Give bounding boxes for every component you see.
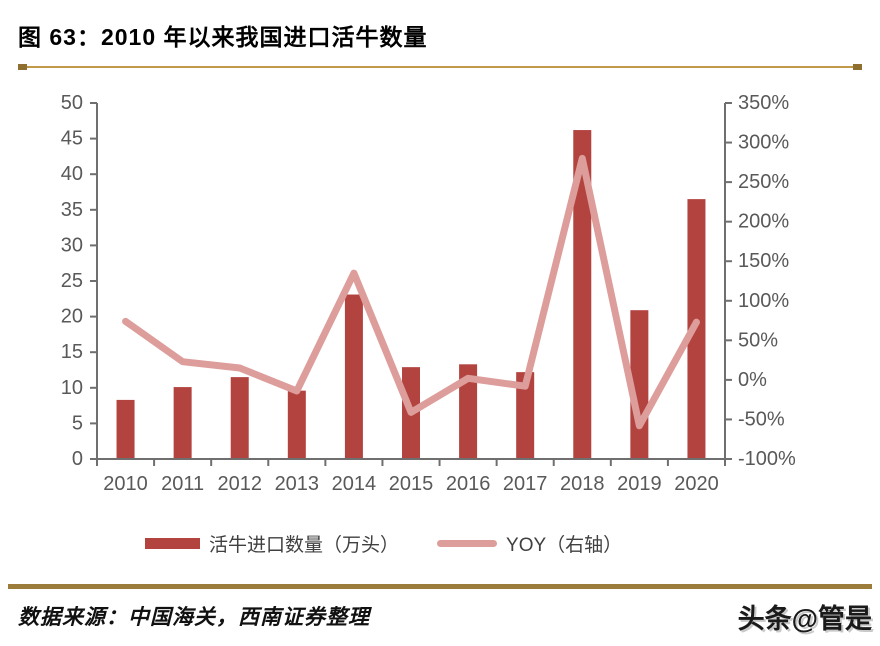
svg-text:2015: 2015	[389, 473, 434, 495]
svg-text:2018: 2018	[560, 473, 605, 495]
svg-text:45: 45	[61, 128, 83, 150]
bar-series-label: 活牛进口数量（万头）	[209, 534, 400, 556]
svg-text:2013: 2013	[275, 473, 320, 495]
svg-text:40: 40	[61, 163, 83, 185]
title-divider	[18, 64, 862, 70]
svg-text:350%: 350%	[738, 92, 789, 114]
svg-text:-100%: -100%	[738, 448, 796, 470]
footer-divider	[8, 584, 872, 589]
svg-text:2017: 2017	[503, 473, 548, 495]
line-series-label: YOY（右轴）	[506, 534, 623, 556]
data-source-note: 数据来源：中国海关，西南证券整理	[18, 604, 370, 629]
cattle-import-chart: 0 5 10 15 20 25 30 35 40 45 50 -100% -50% 0% 50% 100% 15…	[61, 92, 796, 495]
svg-text:50: 50	[61, 92, 83, 114]
chart-legend: 活牛进口数量（万头） YOY（右轴）	[145, 532, 623, 556]
svg-text:2016: 2016	[446, 473, 491, 495]
svg-text:2011: 2011	[161, 473, 204, 495]
svg-text:200%: 200%	[738, 211, 789, 233]
svg-text:300%: 300%	[738, 132, 789, 154]
svg-text:20: 20	[61, 306, 83, 328]
svg-text:35: 35	[61, 199, 83, 221]
svg-text:30: 30	[61, 234, 83, 256]
svg-text:50%: 50%	[738, 329, 778, 351]
bar-series-swatch	[145, 537, 200, 549]
svg-text:2010: 2010	[103, 473, 148, 495]
svg-text:2020: 2020	[674, 473, 719, 495]
svg-text:15: 15	[61, 341, 83, 363]
svg-text:2014: 2014	[332, 473, 377, 495]
svg-text:250%: 250%	[738, 171, 789, 193]
line-series-swatch	[437, 539, 498, 547]
svg-text:0%: 0%	[738, 369, 767, 391]
svg-text:10: 10	[61, 377, 83, 399]
svg-text:2012: 2012	[217, 473, 262, 495]
svg-text:25: 25	[61, 270, 83, 292]
svg-text:150%: 150%	[738, 250, 789, 272]
svg-text:2019: 2019	[617, 473, 662, 495]
svg-text:5: 5	[72, 412, 83, 434]
svg-text:-50%: -50%	[738, 408, 785, 430]
svg-text:0: 0	[72, 448, 83, 470]
watermark: 头条@管是	[737, 604, 872, 634]
svg-text:100%: 100%	[738, 290, 789, 312]
figure-title: 图 63：2010 年以来我国进口活牛数量	[18, 24, 428, 50]
